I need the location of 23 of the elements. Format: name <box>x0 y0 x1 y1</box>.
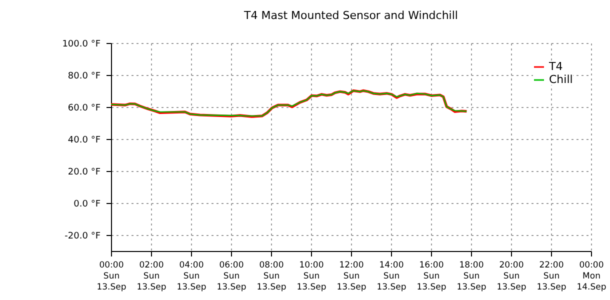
y-tick-label: -20.0 °F <box>64 232 100 242</box>
y-tick-label: 60.0 °F <box>68 104 100 114</box>
legend-label: Chill <box>549 73 573 86</box>
x-tick-label: 04:00 Sun 13.Sep <box>176 260 206 292</box>
x-tick-label: 00:00 Sun 13.Sep <box>96 260 126 292</box>
y-tick-label: 100.0 °F <box>62 40 100 50</box>
x-tick-label: 00:00 Mon 14.Sep <box>576 260 606 292</box>
x-tick-label: 12:00 Sun 13.Sep <box>336 260 366 292</box>
x-tick-label: 16:00 Sun 13.Sep <box>416 260 446 292</box>
x-tick-label: 14:00 Sun 13.Sep <box>376 260 406 292</box>
x-tick-label: 08:00 Sun 13.Sep <box>256 260 286 292</box>
x-tick-label: 20:00 Sun 13.Sep <box>496 260 526 292</box>
legend-label: T4 <box>548 60 563 73</box>
y-tick-label: 0.0 °F <box>74 200 100 210</box>
y-tick-label: 80.0 °F <box>68 72 100 82</box>
x-tick-label: 10:00 Sun 13.Sep <box>296 260 326 292</box>
x-tick-label: 22:00 Sun 13.Sep <box>536 260 566 292</box>
x-tick-label: 06:00 Sun 13.Sep <box>216 260 246 292</box>
chart-title: T4 Mast Mounted Sensor and Windchill <box>243 9 458 22</box>
x-tick-label: 02:00 Sun 13.Sep <box>136 260 166 292</box>
y-tick-label: 40.0 °F <box>68 136 100 146</box>
x-tick-label: 18:00 Sun 13.Sep <box>456 260 486 292</box>
y-tick-label: 20.0 °F <box>68 168 100 178</box>
